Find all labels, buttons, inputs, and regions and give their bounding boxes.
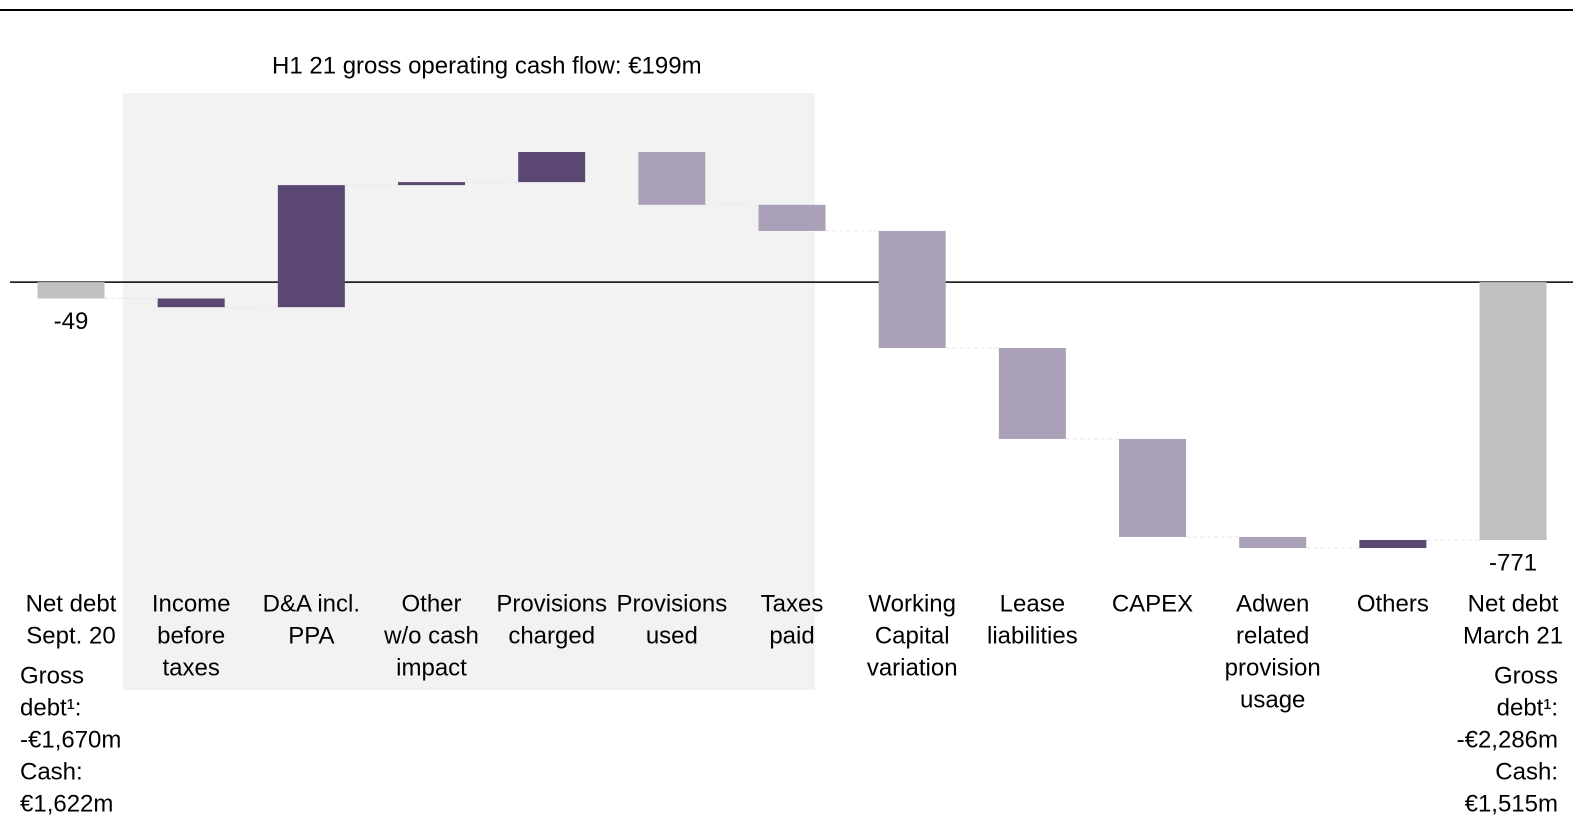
note-right: -€2,286m bbox=[1457, 726, 1558, 753]
bar bbox=[398, 182, 466, 186]
x-tick-label: impact bbox=[396, 654, 467, 681]
note-left: debt¹: bbox=[20, 694, 81, 721]
note-right: €1,515m bbox=[1465, 790, 1558, 817]
x-tick-label: Adwen bbox=[1236, 590, 1309, 617]
bar bbox=[878, 230, 946, 348]
note-left: Cash: bbox=[20, 758, 83, 785]
bar bbox=[1359, 539, 1427, 548]
x-tick-label: Sept. 20 bbox=[26, 622, 115, 649]
x-tick-label: PPA bbox=[288, 622, 334, 649]
note-right: Gross bbox=[1494, 662, 1558, 689]
x-tick-label: used bbox=[646, 622, 698, 649]
x-tick-label: Income bbox=[152, 590, 231, 617]
note-right: debt¹: bbox=[1497, 694, 1558, 721]
x-tick-label: w/o cash bbox=[383, 622, 479, 649]
x-tick-label: taxes bbox=[162, 654, 219, 681]
x-tick-label: D&A incl. bbox=[263, 590, 360, 617]
bar bbox=[157, 298, 225, 308]
x-tick-label: related bbox=[1236, 622, 1309, 649]
x-tick-label: Capital bbox=[875, 622, 950, 649]
x-tick-label: Other bbox=[401, 590, 461, 617]
data-label: -771 bbox=[1489, 549, 1537, 576]
x-tick-label: charged bbox=[508, 622, 595, 649]
x-tick-label: Others bbox=[1357, 590, 1429, 617]
x-tick-label: Lease bbox=[1000, 590, 1065, 617]
bar bbox=[277, 185, 345, 308]
note-left: -€1,670m bbox=[20, 726, 121, 753]
x-tick-label: Net debt bbox=[1468, 590, 1559, 617]
note-left: Gross bbox=[20, 662, 84, 689]
bar bbox=[998, 347, 1066, 439]
x-tick-label: provision bbox=[1225, 654, 1321, 681]
x-tick-label: Provisions bbox=[496, 590, 607, 617]
x-tick-label: CAPEX bbox=[1112, 590, 1193, 617]
bar bbox=[1479, 282, 1547, 540]
note-right: Cash: bbox=[1495, 758, 1558, 785]
x-tick-label: March 21 bbox=[1463, 622, 1563, 649]
bar bbox=[518, 152, 586, 183]
bar bbox=[1239, 536, 1307, 548]
x-tick-label: variation bbox=[867, 654, 958, 681]
bar bbox=[37, 282, 105, 299]
x-tick-label: paid bbox=[769, 622, 814, 649]
annotation: H1 21 gross operating cash flow: €199m bbox=[272, 52, 702, 79]
x-tick-label: Net debt bbox=[26, 590, 117, 617]
x-tick-label: Provisions bbox=[616, 590, 727, 617]
note-left: €1,622m bbox=[20, 790, 113, 817]
bar bbox=[758, 204, 826, 231]
x-tick-label: before bbox=[157, 622, 225, 649]
x-tick-label: Working bbox=[868, 590, 956, 617]
bar bbox=[1119, 438, 1187, 537]
x-tick-label: liabilities bbox=[987, 622, 1078, 649]
bar bbox=[638, 152, 706, 205]
x-tick-label: Taxes bbox=[761, 590, 824, 617]
x-tick-label: usage bbox=[1240, 686, 1305, 713]
data-label: -49 bbox=[54, 308, 89, 335]
